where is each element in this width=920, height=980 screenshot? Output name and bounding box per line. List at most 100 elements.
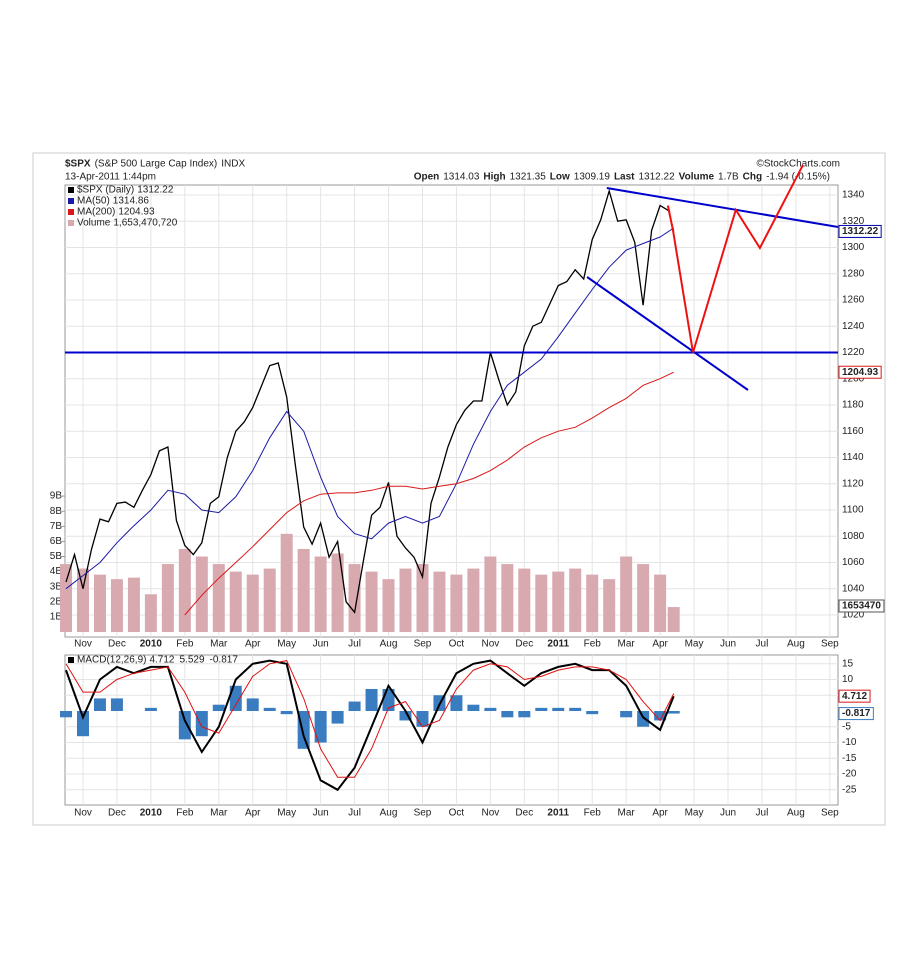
volume-bar xyxy=(110,579,123,633)
legend-value: 1,653,470,720 xyxy=(113,218,177,229)
x-tick-label: Jul xyxy=(348,639,361,650)
y-tick-label: 1320 xyxy=(842,216,865,227)
x-tick-label: Oct xyxy=(449,639,465,650)
x-tick-label: May xyxy=(685,808,704,819)
histogram-bar xyxy=(569,707,582,712)
x-tick-label: Aug xyxy=(380,639,398,650)
volume-bar xyxy=(484,556,497,633)
x-tick-label: Sep xyxy=(414,639,432,650)
histogram-bar xyxy=(212,704,225,712)
legend-value: 1204.93 xyxy=(118,207,155,218)
x-tick-label: Nov xyxy=(74,639,92,650)
macd-legend-value: -0.817 xyxy=(210,655,239,666)
ma200-tag-box xyxy=(838,365,882,379)
y-tick-label: 1200 xyxy=(842,373,865,384)
y-tick-label: 1140 xyxy=(842,452,864,463)
legend-swatch xyxy=(68,209,74,215)
histogram-bar xyxy=(535,707,548,712)
x-tick-label: Feb xyxy=(176,808,194,819)
volume-bar xyxy=(127,577,140,633)
volume-bar xyxy=(280,533,293,633)
legend-value: 1314.86 xyxy=(113,196,150,207)
x-tick-label: Aug xyxy=(787,639,805,650)
quote-label: Low xyxy=(550,172,570,183)
volume-bar xyxy=(297,548,310,633)
y-tick-label: 1040 xyxy=(842,583,865,594)
volume-bar xyxy=(382,579,395,633)
x-tick-label: Aug xyxy=(787,808,805,819)
x-tick-label: Dec xyxy=(515,639,533,650)
y-tick-label: 1160 xyxy=(842,426,864,437)
volume-bar xyxy=(518,568,531,633)
macd-tag: 4.712 xyxy=(842,691,867,702)
histogram-bar xyxy=(399,711,412,721)
histogram-bar xyxy=(667,711,680,714)
volume-bar xyxy=(399,568,412,633)
y-tick-label: -20 xyxy=(842,769,857,780)
x-tick-label: Mar xyxy=(210,808,228,819)
histogram-bar xyxy=(348,701,361,712)
y-tick-label: 1020 xyxy=(842,610,865,621)
annotation-line xyxy=(586,276,749,391)
price-line xyxy=(184,371,674,616)
y-tick-label: 15 xyxy=(842,658,854,669)
histogram-bar xyxy=(60,711,73,718)
quote-value: 1321.35 xyxy=(510,172,547,183)
histogram-bar xyxy=(331,711,344,724)
x-tick-label: Jun xyxy=(720,639,736,650)
y2-tick-label: 7B xyxy=(50,521,63,532)
annotation-line xyxy=(606,187,839,228)
y-tick-label: 1280 xyxy=(842,268,865,279)
volume-bar xyxy=(552,571,565,633)
macd-line xyxy=(65,660,675,778)
quote-label: Chg xyxy=(743,172,762,183)
histogram-bar xyxy=(76,711,89,737)
volume-bar xyxy=(569,568,582,633)
x-tick-label: Mar xyxy=(210,639,228,650)
x-tick-label: Apr xyxy=(245,808,261,819)
legend-swatch xyxy=(68,657,74,663)
quote-label: Open xyxy=(414,172,440,183)
legend-name: MA(200) xyxy=(77,207,115,218)
histogram-bar xyxy=(178,711,191,740)
quote-value: 1314.03 xyxy=(443,172,480,183)
volume-bar xyxy=(178,548,191,633)
volume-bar xyxy=(263,568,276,633)
x-tick-label: 2010 xyxy=(140,639,163,650)
volume-bar xyxy=(637,564,650,633)
histogram-bar xyxy=(586,711,599,715)
quote-label: Volume xyxy=(679,172,715,183)
y-tick-label: 1120 xyxy=(842,478,864,489)
y2-tick-label: 4B xyxy=(50,566,63,577)
x-tick-label: Mar xyxy=(618,639,636,650)
volume-bar xyxy=(76,568,89,633)
x-tick-label: Aug xyxy=(380,808,398,819)
x-tick-label: Sep xyxy=(821,808,839,819)
y-tick-label: 1300 xyxy=(842,242,865,253)
histogram-bar xyxy=(416,711,429,727)
x-tick-label: 2011 xyxy=(547,639,569,650)
quote-value: 1312.22 xyxy=(639,172,676,183)
volume-bar xyxy=(620,556,633,633)
x-tick-label: Jun xyxy=(720,808,736,819)
x-tick-label: Dec xyxy=(515,808,533,819)
histogram-bar xyxy=(450,695,463,712)
volume-bar xyxy=(348,564,361,633)
volume-bar xyxy=(535,574,548,633)
ma200-tag: 1204.93 xyxy=(842,367,879,378)
x-tick-label: Oct xyxy=(449,808,465,819)
x-tick-label: May xyxy=(277,639,296,650)
legend-swatch xyxy=(68,198,74,204)
histogram-bar xyxy=(501,711,514,718)
y-tick-label: -10 xyxy=(842,737,857,748)
histogram-bar xyxy=(229,685,242,712)
histogram-bar xyxy=(144,707,157,712)
x-tick-label: Jun xyxy=(313,808,329,819)
volume-bar xyxy=(501,564,514,633)
y-tick-label: 1060 xyxy=(842,557,865,568)
volume-bar xyxy=(416,564,429,633)
price-panel xyxy=(64,184,839,638)
y-tick-label: 1180 xyxy=(842,400,864,411)
y2-tick-label: 9B xyxy=(50,491,63,502)
